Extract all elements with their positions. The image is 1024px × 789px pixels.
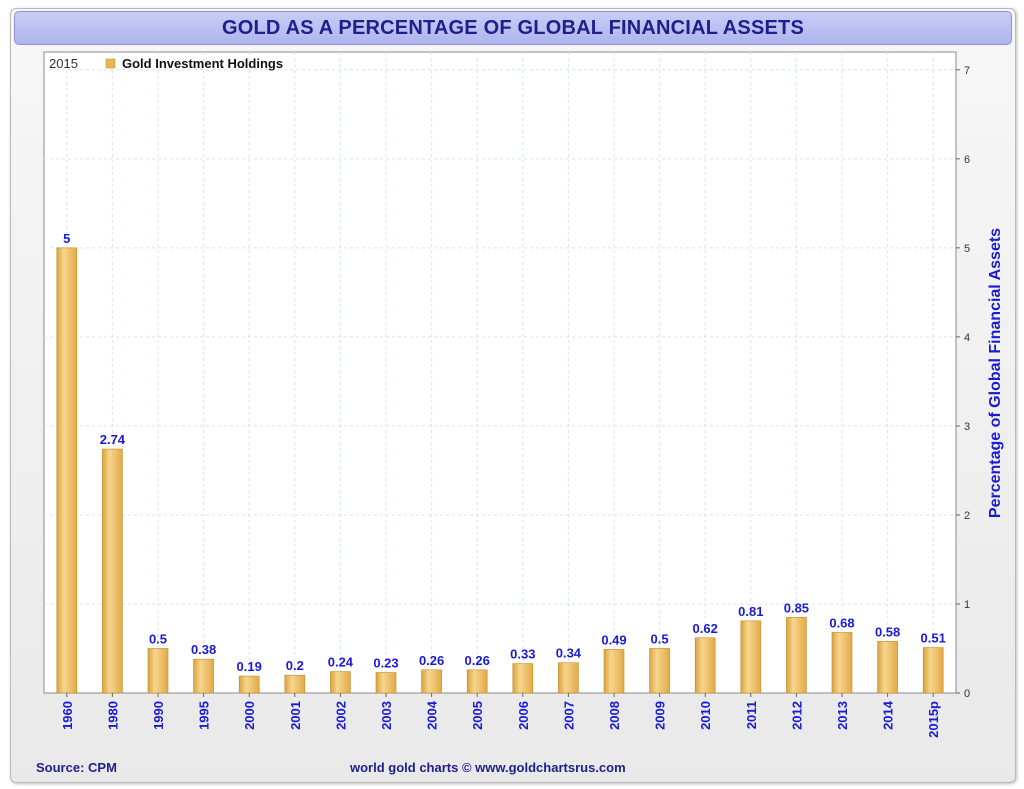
y-axis-ticks: 0 1 2 3 4 5 6 7 bbox=[956, 65, 970, 700]
x-tick-label: 2010 bbox=[698, 701, 713, 730]
x-tick-label: 2009 bbox=[653, 701, 668, 730]
data-label: 0.81 bbox=[738, 604, 763, 619]
data-label: 0.24 bbox=[328, 655, 354, 670]
data-label: 0.26 bbox=[465, 653, 490, 668]
x-tick-label: 2006 bbox=[516, 701, 531, 730]
data-label: 0.26 bbox=[419, 653, 444, 668]
y-tick-label: 2 bbox=[964, 510, 970, 522]
x-axis-ticks: 1960 1980 1990 1995 2000 2001 2002 2003 2004 2005… bbox=[60, 693, 941, 738]
data-label: 0.2 bbox=[286, 658, 304, 673]
y-tick-label: 5 bbox=[964, 243, 970, 255]
x-tick-label: 2003 bbox=[379, 701, 394, 730]
x-tick-label: 1990 bbox=[151, 701, 166, 730]
data-label: 5 bbox=[63, 231, 70, 246]
bar bbox=[375, 672, 397, 694]
y-tick-label: 4 bbox=[964, 332, 970, 344]
year-label: 2015 bbox=[49, 56, 78, 71]
x-tick-label: 2007 bbox=[561, 701, 576, 730]
data-label: 0.5 bbox=[149, 631, 167, 646]
bar bbox=[831, 632, 853, 694]
bar bbox=[147, 648, 169, 694]
data-label: 0.19 bbox=[237, 659, 262, 674]
bar bbox=[56, 247, 78, 694]
data-label: 0.34 bbox=[556, 646, 582, 661]
data-label: 0.51 bbox=[921, 631, 946, 646]
data-label: 0.33 bbox=[510, 647, 535, 662]
x-tick-label: 2008 bbox=[607, 701, 622, 730]
x-tick-label: 2000 bbox=[242, 701, 257, 730]
data-label: 0.62 bbox=[693, 621, 718, 636]
bar bbox=[102, 448, 123, 694]
data-label: 0.68 bbox=[829, 615, 854, 630]
bar bbox=[558, 662, 579, 694]
y-tick-label: 1 bbox=[964, 599, 970, 611]
bar bbox=[238, 675, 260, 694]
y-tick-label: 3 bbox=[964, 421, 970, 433]
x-tick-label: 2015p bbox=[926, 701, 941, 738]
x-tick-label: 2004 bbox=[425, 700, 440, 730]
bar bbox=[694, 637, 716, 694]
legend-swatch bbox=[105, 58, 116, 69]
bar bbox=[649, 648, 670, 694]
data-label: 0.49 bbox=[601, 632, 626, 647]
data-labels: 5 2.74 0.5 0.38 0.19 0.2 0.24 0.23 0.26 0.26 0.33 0… bbox=[63, 231, 946, 674]
bar bbox=[330, 671, 351, 694]
data-label: 0.58 bbox=[875, 624, 900, 639]
y-axis-label: Percentage of Global Financial Assets bbox=[987, 228, 1004, 518]
legend-label: Gold Investment Holdings bbox=[122, 56, 283, 71]
data-label: 0.5 bbox=[651, 631, 669, 646]
data-label: 0.23 bbox=[373, 656, 398, 671]
x-tick-label: 2005 bbox=[470, 701, 485, 730]
chart-title: GOLD AS A PERCENTAGE OF GLOBAL FINANCIAL… bbox=[14, 11, 1012, 45]
credit-label: world gold charts © www.goldchartsrus.co… bbox=[350, 760, 626, 775]
y-tick-label: 0 bbox=[964, 688, 970, 700]
x-tick-label: 2001 bbox=[288, 701, 303, 730]
x-tick-label: 2013 bbox=[835, 701, 850, 730]
x-tick-label: 2014 bbox=[881, 700, 896, 730]
grid-lines bbox=[44, 52, 956, 693]
y-tick-label: 7 bbox=[964, 65, 970, 77]
bar bbox=[786, 617, 807, 694]
data-label: 0.85 bbox=[784, 600, 809, 615]
bar bbox=[603, 649, 625, 694]
plot-area bbox=[43, 51, 957, 694]
bars bbox=[56, 247, 944, 694]
x-tick-label: 2011 bbox=[744, 701, 759, 729]
bar bbox=[193, 658, 214, 694]
data-label: 0.38 bbox=[191, 642, 216, 657]
x-tick-label: 2002 bbox=[333, 701, 348, 730]
bar bbox=[512, 663, 534, 694]
bar bbox=[284, 674, 306, 694]
x-tick-label: 2012 bbox=[789, 701, 804, 730]
x-tick-label: 1960 bbox=[60, 701, 75, 730]
x-tick-label: 1995 bbox=[197, 701, 212, 730]
bar bbox=[421, 669, 442, 694]
y-tick-label: 6 bbox=[964, 154, 970, 166]
bar bbox=[740, 620, 762, 694]
bar bbox=[466, 669, 488, 694]
source-label: Source: CPM bbox=[36, 760, 117, 775]
bar bbox=[877, 641, 898, 694]
data-label: 2.74 bbox=[100, 432, 126, 447]
bar bbox=[922, 647, 944, 694]
x-tick-label: 1980 bbox=[105, 701, 120, 730]
